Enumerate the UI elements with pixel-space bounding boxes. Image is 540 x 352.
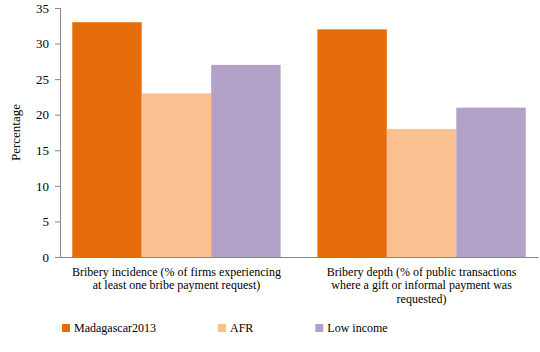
x-tick-label-line: where a gift or informal payment was	[331, 278, 512, 292]
x-axis-line	[61, 257, 539, 258]
legend-label: Madagascar2013	[74, 321, 156, 335]
y-tick-label: 20	[36, 107, 49, 122]
y-axis: 0 5 10 15 20 25 30 35	[36, 1, 61, 265]
x-tick-label: Bribery depth (% of public transactionsw…	[327, 265, 517, 307]
legend-label: AFR	[230, 321, 253, 335]
y-tick: 0	[43, 250, 61, 265]
y-tick: 35	[36, 1, 60, 16]
y-tick-mark	[55, 221, 60, 222]
bar	[456, 108, 525, 257]
y-tick-label: 10	[36, 179, 49, 194]
legend-swatch	[218, 324, 226, 332]
chart: 0 5 10 15 20 25 30 35 Bribery incidence (% of fi…	[0, 0, 540, 352]
y-tick-mark	[55, 44, 60, 45]
x-tick: Bribery depth (% of public transactionsw…	[327, 257, 517, 306]
x-tick-label: Bribery incidence (% of firms experienci…	[72, 265, 281, 293]
legend-item: Madagascar2013	[62, 321, 156, 335]
y-tick: 10	[36, 179, 60, 194]
bar	[317, 29, 386, 257]
x-tick-label-line: at least one bribe payment request)	[93, 278, 261, 292]
y-tick-label: 0	[43, 250, 50, 265]
y-tick-label: 15	[36, 143, 49, 158]
legend: Madagascar2013 AFR Low income	[62, 321, 388, 335]
y-tick: 30	[36, 36, 60, 51]
y-axis-title: Percentage	[8, 104, 23, 161]
legend-item: Low income	[315, 321, 387, 335]
legend-label: Low income	[327, 321, 387, 335]
y-axis-line	[55, 9, 61, 258]
y-tick-mark	[55, 8, 60, 9]
y-tick-label: 5	[43, 214, 50, 229]
x-tick-label-line: Bribery depth (% of public transactions	[327, 265, 517, 279]
bars	[72, 22, 525, 257]
legend-swatch	[315, 324, 323, 332]
y-tick-label: 30	[36, 36, 49, 51]
y-tick-label: 35	[36, 1, 49, 16]
bar	[142, 93, 211, 257]
y-tick-label: 25	[36, 72, 49, 87]
y-tick: 20	[36, 107, 60, 122]
bar	[211, 65, 280, 257]
y-tick-mark	[55, 186, 60, 187]
legend-item: AFR	[218, 321, 253, 335]
x-axis: Bribery incidence (% of firms experienci…	[61, 257, 539, 306]
legend-swatch	[62, 324, 70, 332]
y-tick-mark	[55, 150, 60, 151]
y-tick: 15	[36, 143, 60, 158]
y-tick-mark	[55, 257, 60, 258]
y-tick-mark	[55, 115, 60, 116]
x-tick: Bribery incidence (% of firms experienci…	[72, 257, 281, 292]
x-tick-label-line: requested)	[397, 292, 447, 306]
bar	[72, 22, 141, 257]
x-tick-label-line: Bribery incidence (% of firms experienci…	[72, 265, 281, 279]
y-tick-mark	[55, 79, 60, 80]
y-tick: 5	[43, 214, 61, 229]
bar	[387, 129, 456, 257]
y-tick: 25	[36, 72, 60, 87]
